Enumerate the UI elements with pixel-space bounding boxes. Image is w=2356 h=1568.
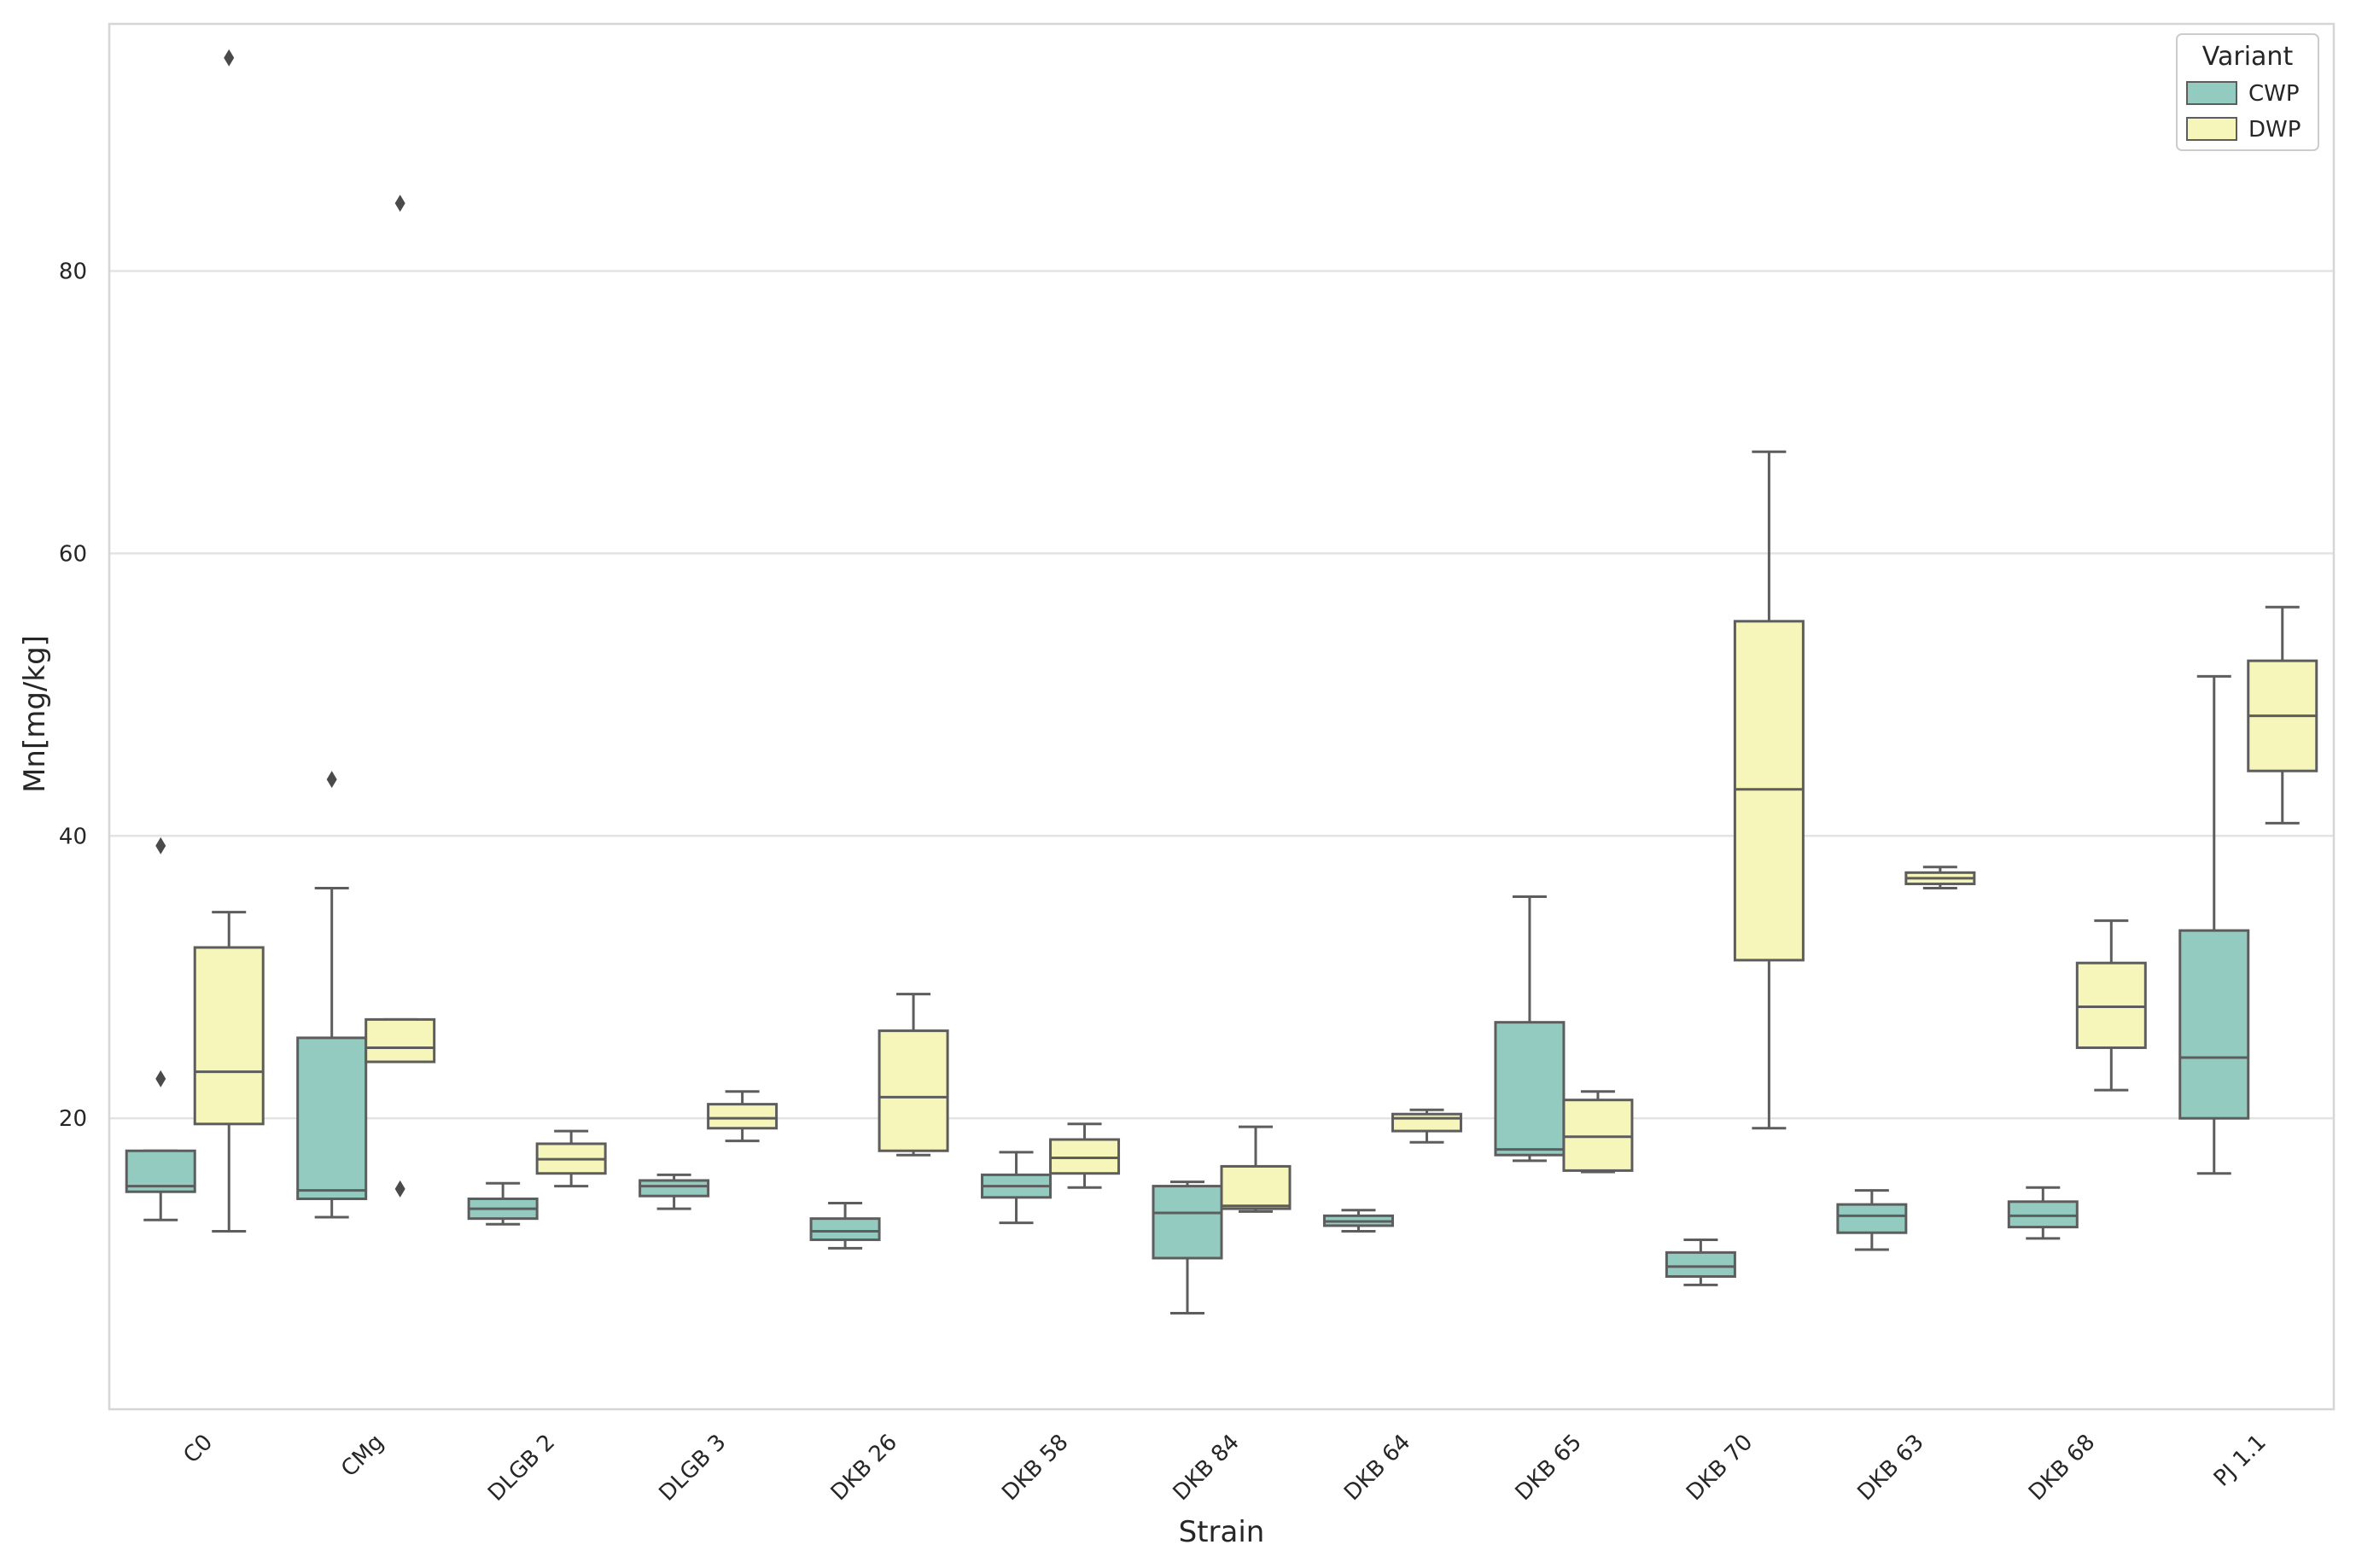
box-cwp-cmg bbox=[296, 771, 368, 1219]
x-axis-label: Strain bbox=[1179, 1515, 1265, 1549]
box-iqr bbox=[1220, 1164, 1292, 1210]
x-tick-label-dkb-63: DKB 63 bbox=[1853, 1430, 1929, 1506]
box-dwp-pj-1-1 bbox=[2247, 605, 2318, 825]
x-tick-label-cmg: CMg bbox=[336, 1430, 389, 1483]
box-cwp-dkb-64 bbox=[1322, 1209, 1394, 1233]
box-dwp-dkb-26 bbox=[878, 993, 949, 1157]
box-dwp-c0 bbox=[193, 49, 265, 1233]
box-iqr bbox=[296, 1036, 368, 1200]
outlier-point bbox=[224, 49, 235, 67]
outlier-point bbox=[155, 836, 166, 854]
box-dwp-dkb-68 bbox=[2075, 919, 2147, 1092]
box-iqr bbox=[1494, 1021, 1566, 1157]
box-dwp-dkb-64 bbox=[1391, 1108, 1462, 1144]
box-iqr bbox=[878, 1029, 949, 1152]
legend-title: Variant bbox=[2202, 42, 2294, 72]
box-cwp-dkb-63 bbox=[1836, 1189, 1908, 1251]
box-dwp-dkb-84 bbox=[1220, 1125, 1292, 1213]
box-iqr bbox=[809, 1217, 881, 1241]
box-iqr bbox=[639, 1179, 710, 1198]
box-iqr bbox=[1836, 1203, 1908, 1234]
box-iqr bbox=[2075, 961, 2147, 1049]
outlier-point bbox=[155, 1070, 166, 1087]
x-tick-label-dkb-65: DKB 65 bbox=[1511, 1430, 1587, 1506]
x-tick-label-dlgb-2: DLGB 2 bbox=[483, 1430, 560, 1507]
box-dwp-dkb-70 bbox=[1733, 450, 1805, 1130]
box-dwp-cmg bbox=[364, 195, 436, 1198]
box-cwp-dkb-68 bbox=[2007, 1186, 2079, 1240]
box-iqr bbox=[1733, 620, 1805, 962]
box-cwp-dlgb-3 bbox=[639, 1173, 710, 1210]
box-dwp-dlgb-2 bbox=[535, 1129, 607, 1188]
box-dwp-dkb-63 bbox=[1904, 866, 1976, 890]
box-cwp-dkb-26 bbox=[809, 1201, 881, 1250]
box-cwp-pj-1-1 bbox=[2178, 674, 2250, 1175]
box-cwp-c0 bbox=[125, 836, 196, 1221]
box-dwp-dkb-65 bbox=[1562, 1090, 1634, 1174]
y-tick-label-20: 20 bbox=[59, 1106, 87, 1132]
y-tick-labels: 20 40 60 80 bbox=[59, 259, 87, 1133]
outlier-point bbox=[326, 771, 337, 789]
x-tick-label-dkb-58: DKB 58 bbox=[997, 1430, 1073, 1506]
box-cwp-dlgb-2 bbox=[467, 1181, 539, 1226]
box-cwp-dkb-58 bbox=[981, 1151, 1053, 1225]
legend-items: CWP DWP bbox=[2186, 81, 2301, 143]
legend-swatch-cwp bbox=[2186, 81, 2237, 105]
x-tick-label-dkb-68: DKB 68 bbox=[2024, 1430, 2100, 1506]
legend: Variant CWP DWP bbox=[2176, 33, 2319, 151]
x-tick-labels: C0 CMg DLGB 2 DLGB 3 DKB 26 DKB 58 DKB 84 DKB 6… bbox=[178, 1430, 2271, 1507]
box-iqr bbox=[2178, 929, 2250, 1120]
legend-label-dwp: DWP bbox=[2248, 117, 2301, 143]
x-tick-label-dkb-84: DKB 84 bbox=[1169, 1430, 1245, 1506]
x-tick-label-dkb-64: DKB 64 bbox=[1339, 1430, 1415, 1506]
box-iqr bbox=[1665, 1250, 1736, 1278]
box-dwp-dkb-58 bbox=[1049, 1122, 1121, 1189]
outlier-point bbox=[394, 195, 405, 213]
x-tick-label-dkb-26: DKB 26 bbox=[826, 1430, 902, 1506]
legend-label-cwp: CWP bbox=[2248, 81, 2300, 107]
box-dwp-dlgb-3 bbox=[707, 1090, 779, 1143]
legend-swatch-dwp bbox=[2186, 117, 2237, 141]
box-iqr bbox=[707, 1103, 779, 1130]
gridlines bbox=[109, 270, 2334, 1120]
x-tick-label-c0: C0 bbox=[178, 1430, 218, 1469]
x-tick-label-pj-1-1: PJ 1.1 bbox=[2209, 1430, 2271, 1492]
box-iqr bbox=[364, 1017, 436, 1064]
outlier-point bbox=[394, 1180, 405, 1198]
box-iqr bbox=[193, 946, 265, 1126]
box-iqr bbox=[1049, 1138, 1121, 1175]
y-tick-label-60: 60 bbox=[59, 541, 87, 567]
box-iqr bbox=[1562, 1099, 1634, 1172]
box-cwp-dkb-65 bbox=[1494, 895, 1566, 1163]
plot-frame bbox=[108, 22, 2336, 1411]
box-iqr bbox=[1391, 1112, 1462, 1133]
box-cwp-dkb-70 bbox=[1665, 1238, 1736, 1286]
x-tick-label-dkb-70: DKB 70 bbox=[1682, 1430, 1758, 1506]
x-tick-label-dlgb-3: DLGB 3 bbox=[655, 1430, 732, 1507]
y-tick-label-80: 80 bbox=[59, 259, 87, 285]
boxes bbox=[125, 49, 2318, 1314]
box-cwp-dkb-84 bbox=[1152, 1180, 1223, 1314]
y-tick-label-40: 40 bbox=[59, 824, 87, 849]
y-axis-label: Mn[mg/kg] bbox=[18, 635, 52, 793]
box-iqr bbox=[2007, 1200, 2079, 1229]
box-iqr bbox=[1152, 1185, 1223, 1260]
